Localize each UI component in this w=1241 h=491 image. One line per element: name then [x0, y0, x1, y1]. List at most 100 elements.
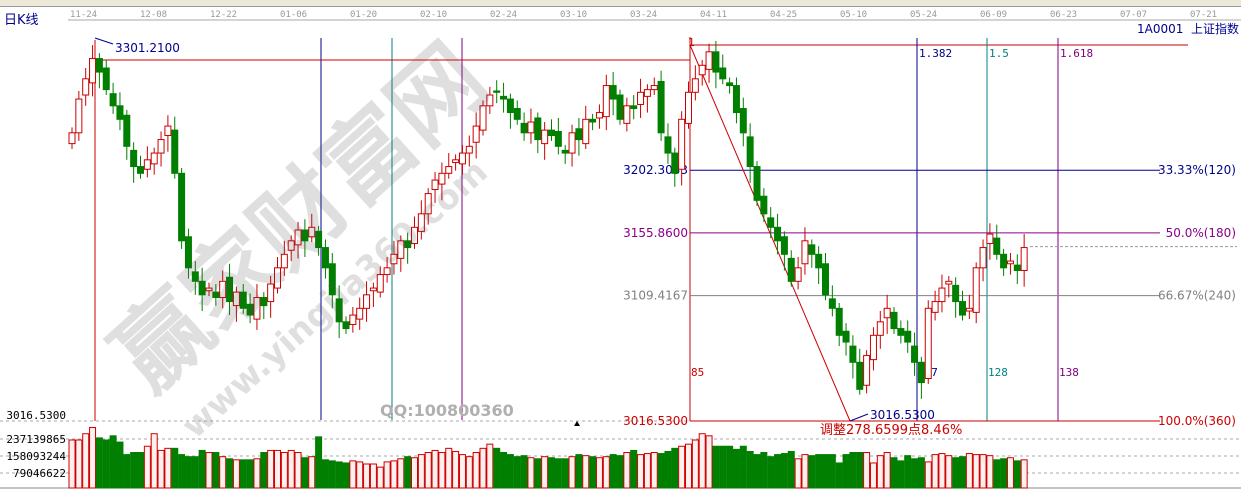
volume-bar — [123, 454, 131, 489]
candle-body — [705, 51, 713, 70]
candle-body — [698, 64, 706, 76]
candle-body — [671, 152, 679, 174]
volume-bar — [568, 456, 576, 489]
volume-bar — [82, 433, 90, 489]
volume-bar — [356, 461, 364, 489]
volume-bar — [376, 466, 384, 489]
candle-body — [856, 361, 864, 390]
date-tick: 12-22 — [210, 10, 237, 20]
date-tick: 03-10 — [560, 10, 587, 20]
volume-bar — [506, 454, 514, 489]
volume-bar — [452, 450, 460, 489]
volume-bar — [808, 455, 816, 489]
volume-bar — [390, 460, 398, 489]
volume-bar — [541, 456, 549, 489]
volume-bar — [349, 460, 357, 489]
volume-bar — [445, 447, 453, 489]
volume-bar — [979, 454, 987, 489]
volume-bar — [732, 448, 740, 489]
volume-bar — [130, 452, 138, 489]
candle-body — [253, 297, 261, 320]
volume-bar — [232, 459, 240, 489]
date-tick: 05-24 — [910, 10, 937, 20]
candle-body — [554, 130, 562, 147]
candle-body — [739, 108, 747, 134]
volume-bar — [267, 449, 275, 489]
candle-body — [89, 58, 97, 84]
candle-body — [424, 193, 432, 215]
volume-bar — [561, 458, 569, 489]
candle-body — [664, 136, 672, 154]
candle-body — [335, 298, 343, 323]
candle-body — [232, 291, 240, 307]
candle-body — [732, 85, 740, 114]
candle-body — [643, 89, 651, 97]
volume-bar — [917, 457, 925, 489]
candle-body — [417, 213, 425, 232]
volume-bar — [75, 439, 83, 489]
fib-price-label: 3155.8600 — [623, 226, 688, 240]
date-tick: 01-06 — [280, 10, 307, 20]
symbol-label: 1A0001 上证指数 — [1137, 21, 1239, 36]
candle-body — [349, 314, 357, 326]
candle-body — [328, 263, 336, 296]
date-tick: 02-10 — [420, 10, 447, 20]
candle-body — [150, 152, 158, 165]
candle-body — [205, 287, 213, 292]
volume-bar — [157, 449, 165, 489]
volume-bar — [664, 450, 672, 489]
volume-bar — [719, 445, 727, 489]
candle-body — [431, 179, 439, 191]
candle-body — [445, 166, 453, 174]
volume-bar — [328, 460, 336, 489]
volume-bar — [89, 426, 97, 489]
candle-body — [458, 152, 466, 165]
candle-body — [609, 85, 617, 100]
volume-bar — [787, 450, 795, 489]
volume-bar — [520, 455, 528, 489]
candle-body — [986, 233, 994, 245]
volume-bar — [1000, 458, 1008, 489]
candle-body — [787, 257, 795, 282]
volume-bar — [486, 443, 494, 489]
volume-bar — [397, 458, 405, 489]
candle-body — [68, 132, 76, 145]
candle-body — [835, 307, 843, 336]
volume-bar — [109, 435, 117, 489]
candle-body — [102, 67, 110, 91]
volume-bar — [212, 452, 220, 489]
candle-body — [767, 217, 775, 228]
volume-bar — [705, 435, 713, 489]
fib-price-label: 3016.5300 — [623, 414, 688, 428]
high-pointer — [94, 37, 114, 45]
candle-body — [548, 129, 555, 137]
candle-body — [938, 287, 946, 303]
candle-body — [959, 301, 966, 316]
volume-bar — [294, 452, 302, 489]
candle-body — [561, 149, 569, 154]
date-tick: 03-24 — [630, 10, 657, 20]
toolbar — [0, 0, 1241, 7]
volume-bar — [171, 447, 179, 489]
volume-bar — [335, 461, 343, 489]
volume-bar — [883, 452, 891, 489]
date-tick: 06-09 — [980, 10, 1007, 20]
volume-bar — [965, 453, 973, 489]
volume-bar — [575, 454, 583, 489]
candle-body — [452, 159, 460, 164]
candle-body — [226, 276, 234, 303]
candle-body — [685, 91, 692, 124]
candle-body — [979, 247, 987, 269]
candle-body — [376, 274, 384, 293]
volume-bar — [191, 456, 199, 489]
candle-body — [342, 321, 350, 330]
candle-body — [116, 105, 124, 120]
candle-body — [657, 81, 665, 134]
volume-bar — [68, 439, 76, 489]
candle-body — [972, 267, 980, 313]
volume-bar — [116, 441, 124, 489]
candle-body — [369, 287, 377, 292]
candle-body — [1020, 247, 1028, 272]
